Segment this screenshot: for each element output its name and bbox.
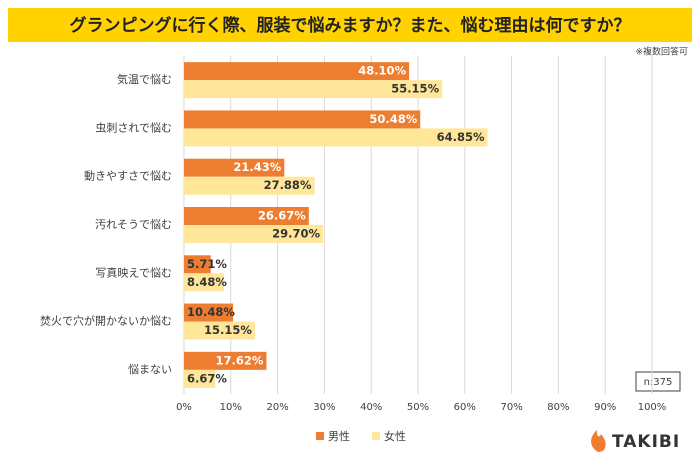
bar: [184, 255, 211, 274]
value-label: 50.48%: [369, 112, 417, 126]
bar: [184, 351, 267, 370]
value-label: 26.67%: [258, 209, 306, 223]
value-label: 17.62%: [216, 353, 264, 367]
bar: [184, 321, 255, 340]
legend-label: 男性: [328, 429, 350, 443]
sample-size: n:375: [644, 377, 673, 388]
brand-icon: [591, 430, 606, 452]
bar: [184, 110, 421, 129]
category-label: 悩まない: [128, 362, 172, 376]
x-tick-label: 0%: [176, 402, 192, 413]
bar: [184, 369, 216, 388]
bar: [184, 207, 309, 225]
legend-label: 女性: [384, 429, 406, 443]
x-tick-label: 90%: [594, 402, 616, 413]
category-label: 写真映えで悩む: [95, 265, 172, 279]
note: ※複数回答可: [635, 46, 688, 58]
value-label: 10.48%: [187, 305, 235, 319]
category-label: 汚れそうで悩む: [95, 217, 172, 231]
bar: [184, 303, 234, 322]
value-label: 6.67%: [187, 371, 227, 385]
value-label: 55.15%: [391, 82, 439, 96]
x-tick-label: 10%: [220, 402, 242, 413]
value-label: 27.88%: [264, 178, 312, 192]
x-tick-label: 100%: [638, 402, 667, 413]
bar: [184, 176, 315, 195]
chart-title: グランピングに行く際、服装で悩みますか？また、悩む理由は何ですか？: [70, 15, 631, 36]
bar: [184, 273, 224, 292]
value-label: 5.71%: [187, 257, 227, 271]
legend-swatch: [316, 432, 324, 440]
category-label: 虫刺されで悩む: [95, 120, 172, 134]
value-label: 64.85%: [437, 130, 485, 144]
x-tick-label: 30%: [313, 402, 335, 413]
value-label: 15.15%: [204, 323, 252, 337]
bar: [184, 62, 410, 81]
value-label: 48.10%: [358, 64, 406, 78]
category-label: 気温で悩む: [117, 72, 172, 86]
x-tick-label: 80%: [547, 402, 569, 413]
value-label: 29.70%: [272, 227, 320, 241]
x-tick-label: 40%: [360, 402, 382, 413]
x-tick-label: 60%: [454, 402, 476, 413]
category-label: 動きやすさで悩む: [84, 169, 172, 183]
x-tick-label: 20%: [266, 402, 288, 413]
bar: [184, 158, 285, 177]
bar: [184, 80, 443, 99]
title-banner: [8, 8, 692, 42]
sample-box: [635, 371, 681, 392]
brand: TAKIBI: [612, 432, 680, 452]
x-tick-label: 50%: [407, 402, 429, 413]
value-label: 8.48%: [187, 275, 227, 289]
category-label: 焚火で穴が開かないか悩む: [40, 314, 172, 328]
legend-swatch: [372, 432, 380, 440]
value-label: 21.43%: [233, 160, 281, 174]
bar: [184, 128, 488, 147]
x-tick-label: 70%: [500, 402, 522, 413]
bar: [184, 225, 323, 243]
